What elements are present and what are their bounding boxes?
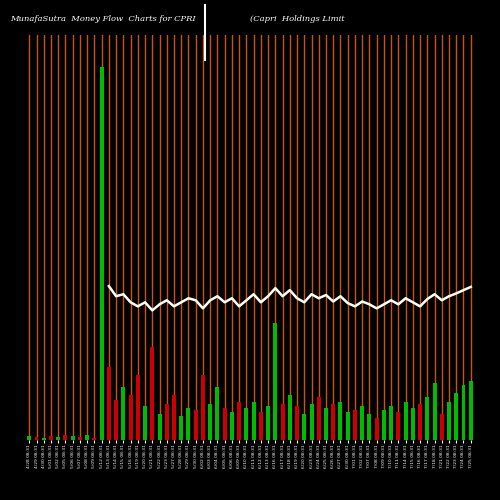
Bar — [172, 396, 176, 440]
Bar — [128, 396, 132, 440]
Bar — [382, 410, 386, 440]
Bar — [288, 396, 292, 440]
Bar — [222, 408, 226, 440]
Bar — [266, 406, 270, 440]
Bar — [70, 436, 74, 440]
Bar — [252, 402, 256, 440]
Bar — [447, 402, 451, 440]
Bar — [122, 388, 126, 440]
Bar — [92, 438, 96, 440]
Bar — [208, 404, 212, 440]
Bar — [216, 388, 220, 440]
Bar — [310, 404, 314, 440]
Bar — [85, 435, 89, 440]
Bar — [237, 402, 241, 440]
Bar — [418, 404, 422, 440]
Bar — [165, 404, 169, 440]
Bar — [324, 408, 328, 440]
Bar — [180, 416, 183, 440]
Bar — [295, 406, 299, 440]
Bar — [42, 438, 46, 440]
Bar — [426, 398, 430, 440]
Bar — [186, 408, 190, 440]
Bar — [338, 402, 342, 440]
Bar — [34, 437, 38, 440]
Bar — [158, 414, 162, 440]
Bar — [194, 410, 198, 440]
Bar — [49, 436, 53, 440]
Bar — [389, 406, 393, 440]
Bar — [28, 436, 32, 440]
Bar — [230, 412, 234, 440]
Bar — [454, 394, 458, 440]
Bar — [404, 402, 407, 440]
Bar — [360, 406, 364, 440]
Bar — [440, 414, 444, 440]
Bar — [56, 437, 60, 440]
Bar — [150, 347, 154, 440]
Bar — [396, 412, 400, 440]
Bar — [302, 414, 306, 440]
Bar — [259, 412, 263, 440]
Bar — [468, 382, 472, 440]
Bar — [411, 408, 415, 440]
Bar — [353, 410, 357, 440]
Bar — [107, 367, 111, 440]
Bar — [114, 400, 118, 440]
Bar — [78, 437, 82, 440]
Bar — [374, 418, 378, 440]
Text: MunafaSutra  Money Flow  Charts for CPRI: MunafaSutra Money Flow Charts for CPRI — [10, 15, 196, 23]
Bar — [317, 398, 320, 440]
Bar — [136, 375, 140, 440]
Bar — [368, 414, 372, 440]
Bar — [100, 68, 103, 440]
Bar — [143, 406, 147, 440]
Bar — [331, 404, 335, 440]
Bar — [64, 435, 68, 440]
Bar — [280, 404, 284, 440]
Bar — [462, 386, 466, 440]
Text: (Capri  Holdings Limit: (Capri Holdings Limit — [250, 15, 344, 23]
Bar — [274, 322, 278, 440]
Bar — [432, 384, 436, 440]
Bar — [201, 375, 205, 440]
Bar — [346, 412, 350, 440]
Bar — [244, 408, 248, 440]
